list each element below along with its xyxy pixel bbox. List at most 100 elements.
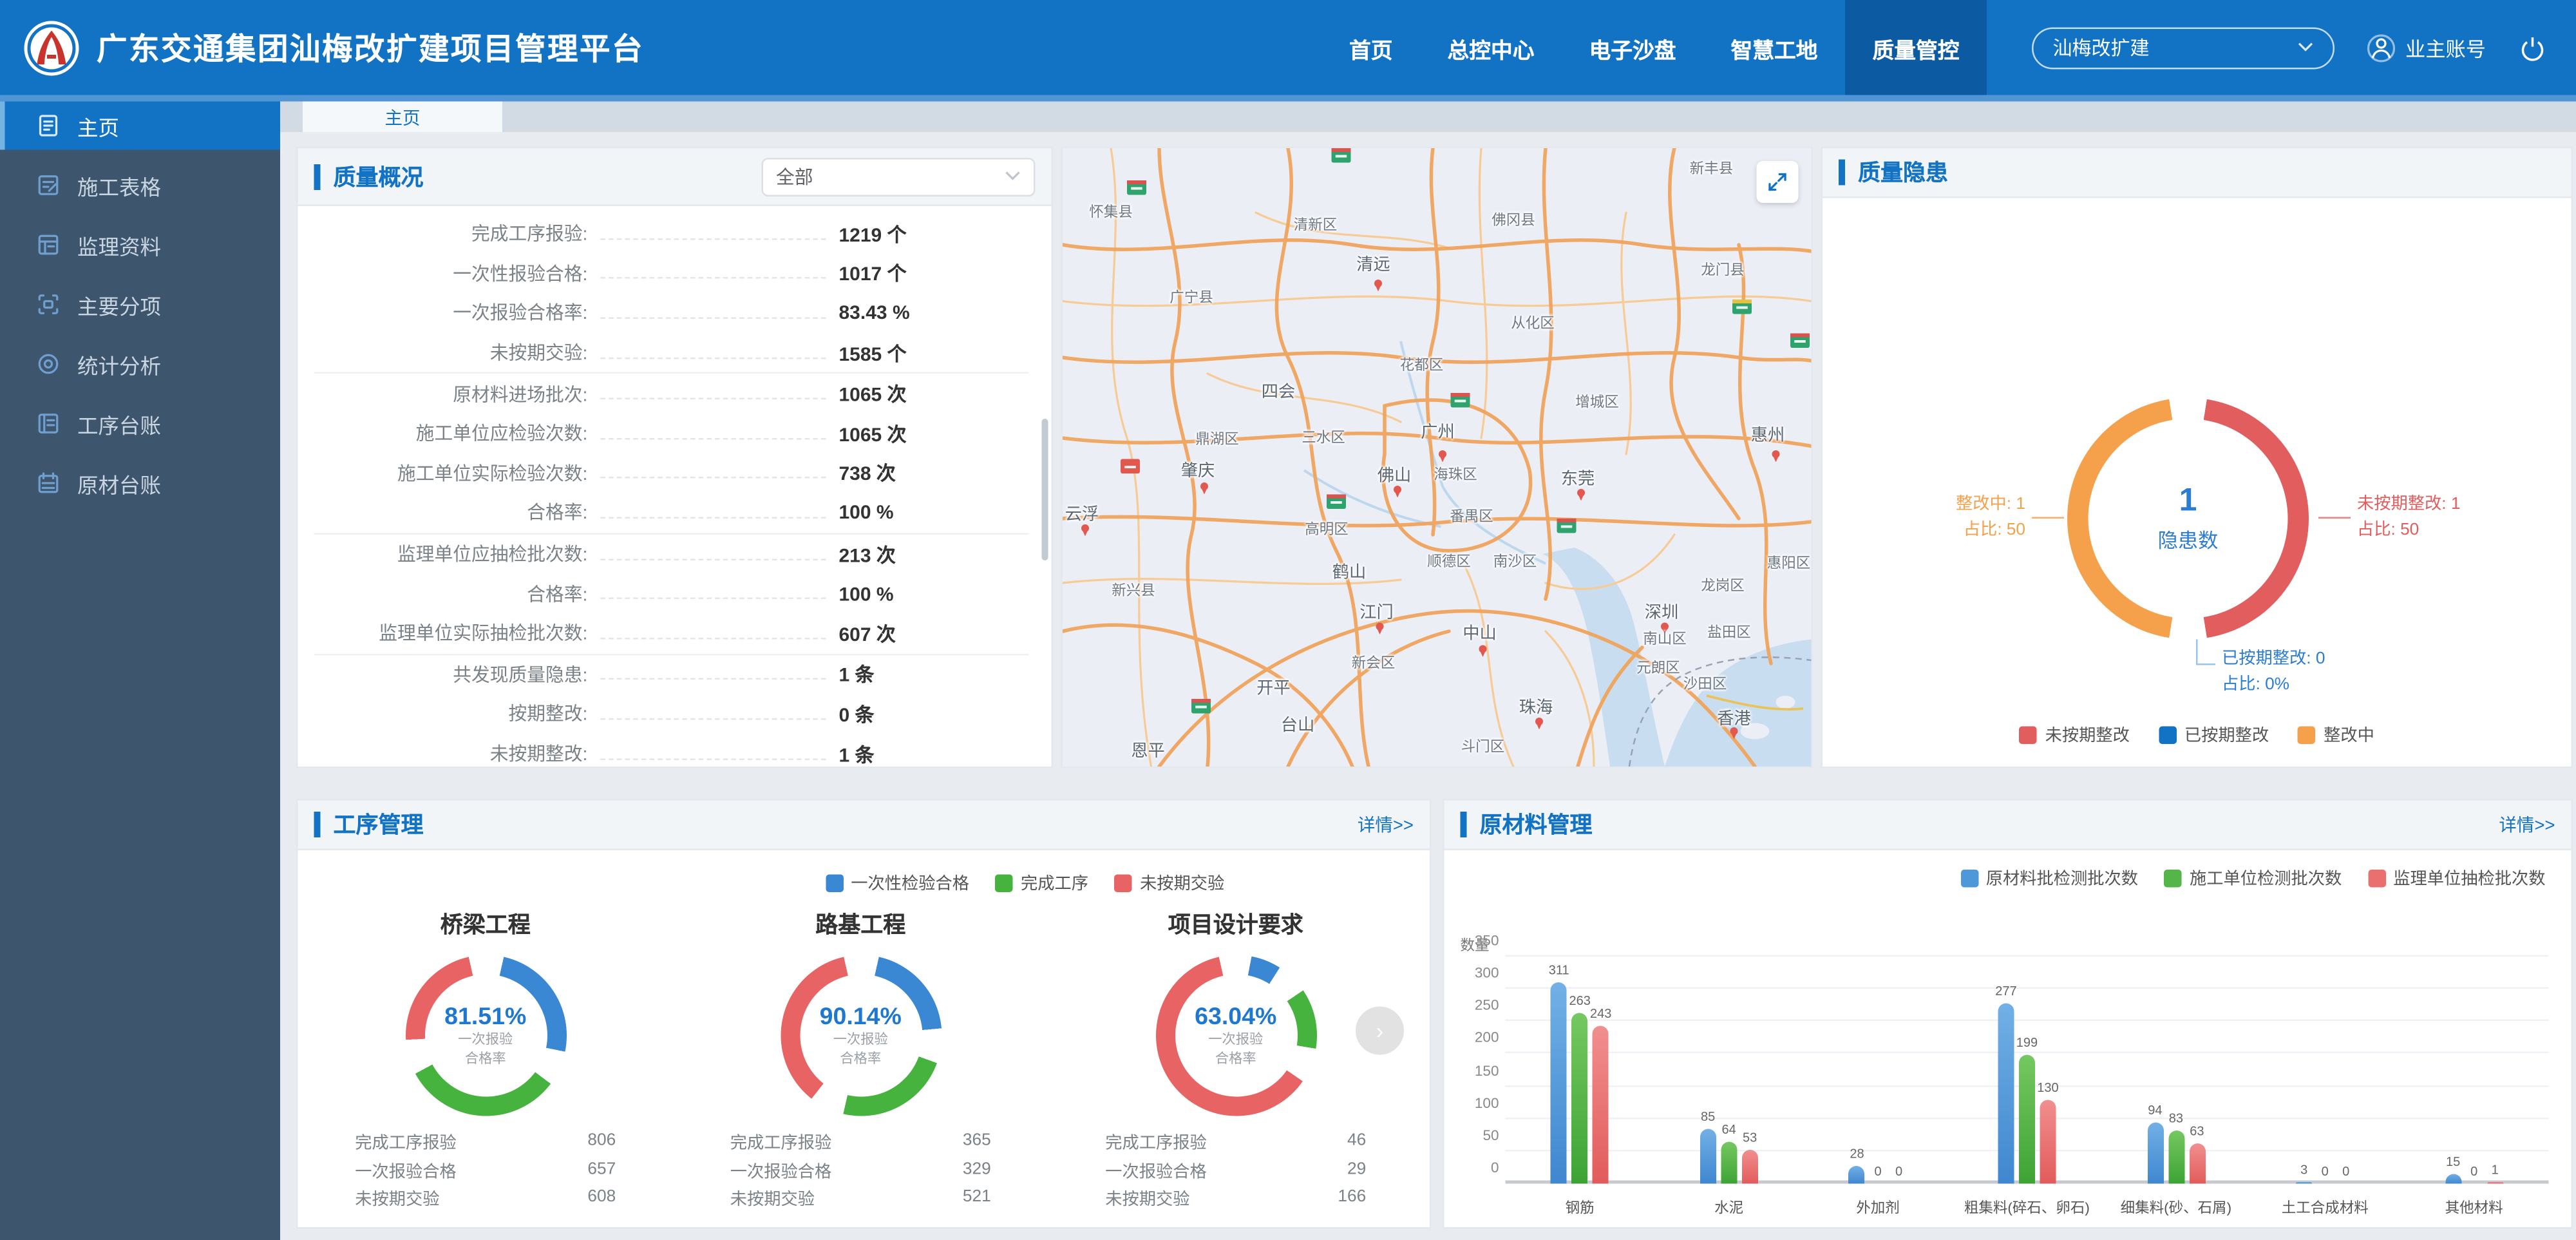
process-chart-stats: 完成工序报验806一次报验合格657未按期交验608 — [355, 1130, 616, 1215]
process-chart-title: 路基工程 — [815, 908, 905, 940]
carousel-next-button[interactable]: › — [1356, 1007, 1404, 1055]
user-icon — [2367, 33, 2396, 62]
legend-item[interactable]: 一次性检验合格 — [825, 872, 969, 896]
ring-center: 81.51%一次报验合格率 — [424, 975, 547, 1097]
legend-item[interactable]: 监理单位抽检批次数 — [2367, 866, 2545, 891]
quality-stat-row: 合格率:100 % — [314, 574, 1029, 613]
process-panel: 工序管理 详情>> 一次性检验合格完成工序未按期交验 桥梁工程81.51%一次报… — [296, 799, 1432, 1229]
bar-原材料批检测批次数[interactable]: 85 — [1700, 1129, 1716, 1184]
bar-监理单位抽检批次数[interactable]: 130 — [2040, 1100, 2056, 1184]
map-label: 江门 — [1359, 600, 1394, 624]
legend-item[interactable]: 未按期交验 — [1114, 872, 1224, 896]
nav-item-2[interactable]: 电子沙盘 — [1562, 0, 1703, 95]
ring-percent: 90.14% — [820, 1004, 902, 1031]
hazard-donut-center: 1 隐患数 — [2088, 419, 2288, 618]
map-label: 元朗区 — [1636, 656, 1680, 678]
legend-item[interactable]: 完成工序 — [995, 872, 1088, 896]
stat-label: 施工单位应检验次数: — [314, 421, 588, 446]
scrollbar-thumb[interactable] — [1042, 419, 1048, 560]
logout-button[interactable] — [2518, 33, 2547, 62]
hazard-callout-inprogress: 整改中: 1占比: 50 — [1845, 491, 2025, 544]
quality-filter-select[interactable]: 全部 — [762, 157, 1036, 196]
sidebar-item-2[interactable]: 监理资料 — [0, 221, 280, 269]
map-label: 顺德区 — [1427, 550, 1471, 571]
bar-group: 277199130粗集料(碎石、卵石) — [1998, 1004, 2056, 1184]
stat-value: 166 — [1338, 1187, 1366, 1216]
tab-home[interactable]: 主页 — [303, 102, 502, 133]
legend-swatch — [1960, 870, 1978, 888]
legend-label: 未按期交验 — [1140, 872, 1224, 896]
sidebar-item-label: 统计分析 — [77, 348, 161, 379]
sidebar-item-label: 工序台账 — [77, 408, 161, 439]
nav-item-4[interactable]: 质量管控 — [1845, 0, 1987, 95]
map-expand-button[interactable] — [1757, 161, 1799, 203]
stat-value: 365 — [963, 1130, 991, 1159]
sidebar-item-5[interactable]: 工序台账 — [0, 399, 280, 448]
bar-监理单位抽检批次数[interactable]: 53 — [1742, 1149, 1758, 1183]
ring-chart[interactable]: 90.14%一次报验合格率 — [780, 955, 941, 1116]
bar-监理单位抽检批次数[interactable]: 243 — [1593, 1026, 1609, 1184]
nav-item-3[interactable]: 智慧工地 — [1703, 0, 1845, 95]
legend-item[interactable]: 未按期整改 — [2020, 723, 2130, 748]
bar-监理单位抽检批次数[interactable]: 1 — [2487, 1181, 2503, 1184]
sidebar-item-label: 原材台账 — [77, 468, 161, 499]
bar-value-label: 83 — [2169, 1111, 2183, 1125]
materials-detail-link[interactable]: 详情>> — [2499, 812, 2555, 837]
bar-原材料批检测批次数[interactable]: 3 — [2296, 1181, 2312, 1184]
map-label: 开平 — [1256, 676, 1291, 700]
bar-value-label: 243 — [1590, 1007, 1611, 1022]
stat-value: 329 — [963, 1159, 991, 1187]
bar-原材料批检测批次数[interactable]: 311 — [1551, 982, 1567, 1183]
quality-overview-title: 质量概况 — [334, 160, 424, 193]
bar-施工单位检测批次数[interactable]: 199 — [2019, 1054, 2035, 1183]
panel-accent — [314, 164, 321, 189]
map-label: 清远 — [1356, 252, 1390, 276]
sidebar-item-6[interactable]: 原材台账 — [0, 459, 280, 508]
project-select[interactable]: 汕梅改扩建 — [2032, 26, 2334, 68]
legend-item[interactable]: 原材料批检测批次数 — [1960, 866, 2138, 891]
bar-原材料批检测批次数[interactable]: 94 — [2147, 1123, 2163, 1184]
account-button[interactable]: 业主账号 — [2367, 32, 2486, 63]
sidebar-item-0[interactable]: 主页 — [0, 102, 280, 150]
map-label: 香港 — [1717, 706, 1751, 730]
process-detail-link[interactable]: 详情>> — [1358, 812, 1414, 837]
nav-item-0[interactable]: 首页 — [1321, 0, 1420, 95]
map-label: 惠州 — [1751, 423, 1785, 447]
legend-item[interactable]: 已按期整改 — [2159, 723, 2269, 748]
hazard-donut-chart[interactable]: 1 隐患数 — [2067, 398, 2309, 640]
hazard-count: 1 — [2179, 483, 2197, 520]
bar-原材料批检测批次数[interactable]: 15 — [2445, 1174, 2461, 1183]
materials-bar-chart[interactable]: 050100150200250300350311263243钢筋856453水泥… — [1506, 957, 2549, 1184]
bar-施工单位检测批次数[interactable]: 64 — [1721, 1142, 1737, 1183]
map-labels: 怀集县清新区佛冈县新丰县龙门县广宁县清远从化区花都区四会增城区广州鼎湖区三水区惠… — [1063, 148, 1812, 767]
map-label: 沙田区 — [1683, 672, 1727, 694]
nav-item-1[interactable]: 总控中心 — [1420, 0, 1562, 95]
legend-swatch — [995, 875, 1013, 893]
legend-label: 原材料批检测批次数 — [1986, 866, 2138, 891]
sidebar-item-1[interactable]: 施工表格 — [0, 161, 280, 209]
ring-chart[interactable]: 63.04%一次报验合格率 — [1155, 955, 1316, 1116]
map-label: 盐田区 — [1707, 621, 1751, 642]
ledger-icon — [35, 411, 61, 437]
bar-施工单位检测批次数[interactable]: 263 — [1572, 1013, 1588, 1184]
bar-原材料批检测批次数[interactable]: 28 — [1849, 1165, 1865, 1183]
leader-line — [601, 678, 826, 680]
y-tick-label: 300 — [1461, 965, 1499, 981]
x-category-label: 粗集料(碎石、卵石) — [1964, 1197, 2090, 1218]
sidebar-item-4[interactable]: 统计分析 — [0, 340, 280, 388]
ring-chart[interactable]: 81.51%一次报验合格率 — [405, 955, 566, 1116]
project-select-value: 汕梅改扩建 — [2052, 34, 2149, 62]
bar-原材料批检测批次数[interactable]: 277 — [1998, 1004, 2014, 1184]
quality-stat-row: 完成工序报验:1219 个 — [314, 215, 1029, 254]
map-label: 增城区 — [1575, 390, 1619, 412]
sidebar-item-3[interactable]: 主要分项 — [0, 280, 280, 329]
bar-施工单位检测批次数[interactable]: 83 — [2168, 1130, 2184, 1184]
leader-line — [601, 477, 826, 479]
legend-item[interactable]: 整改中 — [2298, 723, 2374, 748]
leader-line — [601, 517, 826, 519]
legend-item[interactable]: 施工单位检测批次数 — [2164, 866, 2342, 891]
bar-监理单位抽检批次数[interactable]: 63 — [2189, 1143, 2205, 1183]
quality-stat-row: 施工单位实际检验次数:738 次 — [314, 453, 1029, 493]
doc-icon — [35, 113, 61, 138]
map-canvas[interactable]: 怀集县清新区佛冈县新丰县龙门县广宁县清远从化区花都区四会增城区广州鼎湖区三水区惠… — [1063, 148, 1812, 767]
